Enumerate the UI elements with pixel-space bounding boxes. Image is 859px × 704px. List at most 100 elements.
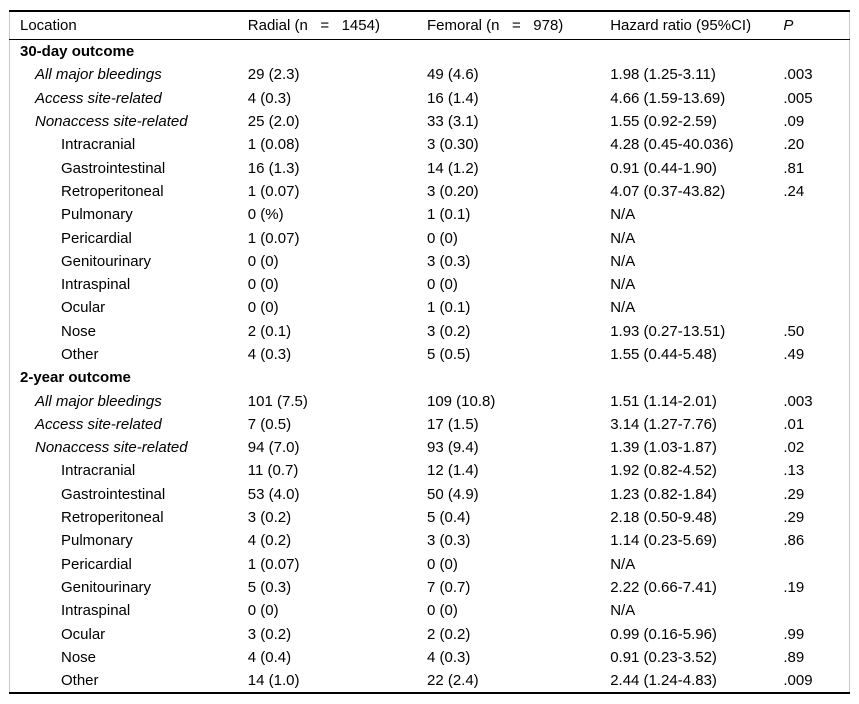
table-row: All major bleedings 29 (2.3) 49 (4.6) 1.98 … xyxy=(10,63,850,86)
p-value-cell: .29 xyxy=(783,485,805,503)
hazard-ratio-cell: 4.66 (1.59-13.69) xyxy=(610,89,726,107)
location-cell: Retroperitoneal xyxy=(61,509,164,527)
femoral-cell: 1 (0.1) xyxy=(426,206,471,224)
location-cell: 30-day outcome xyxy=(20,43,135,61)
table-row: Genitourinary 0 (0) 3 (0.3) N/A xyxy=(10,250,850,273)
location-cell: Pericardial xyxy=(61,229,132,247)
hazard-ratio-cell: 3.14 (1.27-7.76) xyxy=(610,415,717,433)
radial-cell: 1 (0.07) xyxy=(247,229,300,247)
hazard-ratio-cell: N/A xyxy=(610,602,636,620)
radial-cell: 4 (0.3) xyxy=(247,346,292,363)
radial-cell: 0 (0) xyxy=(247,299,279,317)
location-cell: Intracranial xyxy=(61,136,136,154)
femoral-cell: 33 (3.1) xyxy=(426,113,479,131)
hazard-ratio-cell: N/A xyxy=(610,252,636,270)
column-header-location: Location xyxy=(9,11,248,40)
table-row: Intracranial 1 (0.08) 3 (0.30) 4.28 (0.45-4… xyxy=(10,133,850,156)
radial-cell: 94 (7.0) xyxy=(247,439,300,457)
femoral-cell: 3 (0.3) xyxy=(426,532,471,550)
radial-cell: 2 (0.1) xyxy=(247,322,292,340)
table-row: Retroperitoneal 1 (0.07) 3 (0.20) 4.07 (0.3… xyxy=(10,180,850,203)
location-cell: Genitourinary xyxy=(61,578,152,596)
p-value-cell: .24 xyxy=(783,182,805,200)
hazard-ratio-cell: 1.93 (0.27-13.51) xyxy=(610,322,726,340)
femoral-cell: 14 (1.2) xyxy=(426,159,479,177)
hazard-ratio-cell: 1.55 (0.92-2.59) xyxy=(610,113,717,131)
column-header-p-value: P xyxy=(783,11,850,40)
radial-cell: 25 (2.0) xyxy=(247,113,300,131)
section-row: 30-day outcome xyxy=(10,40,850,64)
femoral-cell: 3 (0.20) xyxy=(426,182,479,200)
table-row: Pericardial 1 (0.07) 0 (0) N/A xyxy=(10,553,850,576)
header-row: Location Radial (n = 1454) Femoral (n = … xyxy=(9,11,850,40)
table-row: Intracranial 11 (0.7) 12 (1.4) 1.92 (0.82-4… xyxy=(10,459,850,482)
p-value-cell xyxy=(783,553,849,576)
hazard-ratio-cell xyxy=(610,366,783,389)
hazard-ratio-cell: 1.51 (1.14-2.01) xyxy=(610,392,717,410)
femoral-cell: 109 (10.8) xyxy=(426,392,496,410)
p-value-cell: .005 xyxy=(783,89,813,107)
location-cell: Other xyxy=(61,346,99,363)
table-row: Nose 2 (0.1) 3 (0.2) 1.93 (0.27-13.51) .50 xyxy=(10,320,850,343)
hazard-ratio-cell: N/A xyxy=(610,206,636,224)
p-value-cell: .81 xyxy=(783,159,805,177)
femoral-cell: 50 (4.9) xyxy=(426,485,479,503)
location-cell: Gastrointestinal xyxy=(61,159,166,177)
hazard-ratio-cell: 0.91 (0.23-3.52) xyxy=(610,648,717,666)
table-row: Nose 4 (0.4) 4 (0.3) 0.91 (0.23-3.52) .89 xyxy=(10,646,850,669)
location-cell: Pulmonary xyxy=(61,206,133,224)
table-row: Nonaccess site-related 94 (7.0) 93 (9.4) 1.… xyxy=(10,436,850,459)
femoral-cell: 7 (0.7) xyxy=(426,578,471,596)
hazard-ratio-cell: 1.55 (0.44-5.48) xyxy=(610,346,717,363)
femoral-cell: 0 (0) xyxy=(426,555,458,573)
table-body: 30-day outcome All major bleedings 29 (2.3… xyxy=(10,40,850,694)
femoral-cell: 93 (9.4) xyxy=(426,439,479,457)
table-row: Nonaccess site-related 25 (2.0) 33 (3.1) 1.… xyxy=(10,110,850,133)
radial-cell: 53 (4.0) xyxy=(247,485,300,503)
hazard-ratio-cell: N/A xyxy=(610,276,636,294)
location-cell: Nonaccess site-related xyxy=(35,439,188,457)
table-row: Pulmonary 4 (0.2) 3 (0.3) 1.14 (0.23-5.69).… xyxy=(10,529,850,552)
table-row: Retroperitoneal 3 (0.2) 5 (0.4) 2.18 (0.50-… xyxy=(10,506,850,529)
p-value-cell: .003 xyxy=(783,392,813,410)
radial-cell: 4 (0.4) xyxy=(247,648,292,666)
table-row: Pericardial 1 (0.07) 0 (0) N/A xyxy=(10,226,850,249)
p-value-cell: .009 xyxy=(783,672,813,690)
radial-cell: 1 (0.07) xyxy=(247,555,300,573)
femoral-cell: 1 (0.1) xyxy=(426,299,471,317)
radial-cell: 14 (1.0) xyxy=(247,672,300,690)
p-value-cell: .19 xyxy=(783,578,805,596)
p-value-cell: .13 xyxy=(783,462,805,480)
hazard-ratio-cell xyxy=(610,40,783,64)
table-row: Gastrointestinal 53 (4.0) 50 (4.9) 1.23 (0.… xyxy=(10,483,850,506)
table-row: Intraspinal 0 (0) 0 (0) N/A xyxy=(10,599,850,622)
femoral-cell: 3 (0.2) xyxy=(426,322,471,340)
table-row: Gastrointestinal 16 (1.3) 14 (1.2) 0.91 (0.… xyxy=(10,156,850,179)
location-cell: Ocular xyxy=(61,299,106,317)
location-cell: Nose xyxy=(61,322,97,340)
femoral-cell: 22 (2.4) xyxy=(426,672,479,690)
hazard-ratio-cell: 1.14 (0.23-5.69) xyxy=(610,532,717,550)
location-cell: Pulmonary xyxy=(61,532,133,550)
p-value-cell: .89 xyxy=(783,648,805,666)
p-value-cell xyxy=(783,273,849,296)
radial-cell: 0 (0) xyxy=(247,252,279,270)
p-value-cell: .09 xyxy=(783,113,805,131)
radial-cell: 0 (0) xyxy=(247,276,279,294)
hazard-ratio-cell: 2.22 (0.66-7.41) xyxy=(610,578,717,596)
location-cell: Genitourinary xyxy=(61,252,152,270)
column-header-femoral: Femoral (n = 978) xyxy=(426,11,611,40)
femoral-cell: 0 (0) xyxy=(426,276,458,294)
radial-cell: 11 (0.7) xyxy=(247,462,299,480)
location-cell: Access site-related xyxy=(35,415,162,433)
column-header-hazard-ratio: Hazard ratio (95%CI) xyxy=(610,11,784,40)
table-header: Location Radial (n = 1454) Femoral (n = … xyxy=(9,11,850,40)
p-value-cell: .01 xyxy=(783,415,805,433)
table-row: Genitourinary 5 (0.3) 7 (0.7) 2.22 (0.66-7.… xyxy=(10,576,850,599)
location-cell: All major bleedings xyxy=(35,66,162,84)
table-row: Ocular 3 (0.2) 2 (0.2) 0.99 (0.16-5.96) .99 xyxy=(10,622,850,645)
femoral-cell: 5 (0.5) xyxy=(426,346,471,363)
location-cell: Pericardial xyxy=(61,555,132,573)
radial-cell: 4 (0.3) xyxy=(247,89,292,107)
p-value-cell: .20 xyxy=(783,136,805,154)
